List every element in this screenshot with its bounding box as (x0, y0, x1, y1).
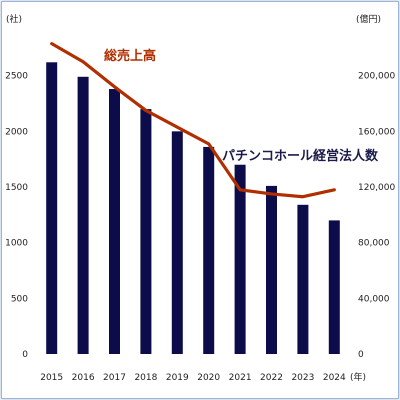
bar-2018 (140, 109, 152, 354)
left-tick-label: 1500 (5, 183, 28, 193)
bar-2019 (171, 131, 183, 354)
x-tick-label: 2018 (134, 373, 157, 383)
x-tick-label: 2023 (291, 373, 314, 383)
x-tick-label: 2022 (260, 373, 283, 383)
x-tick-label: 2024 (323, 373, 346, 383)
x-tick-label: 2021 (229, 373, 252, 383)
bar-2017 (109, 89, 120, 354)
left-tick-label: 2500 (5, 72, 28, 82)
bar-2022 (266, 185, 277, 354)
right-tick-label: 120,000 (358, 183, 395, 193)
left-tick-label: 500 (11, 294, 28, 304)
x-tick-label: 2020 (197, 373, 220, 383)
sales-line (50, 42, 336, 199)
left-tick-label: 1000 (5, 239, 28, 249)
bar-2021 (234, 164, 246, 354)
sales-series-label: 総売上高 (104, 48, 156, 64)
bar-2016 (77, 76, 89, 354)
x-axis: 2015 2016 2017 2018 2019 2020 2021 2022 2023 2024 (40, 373, 346, 383)
left-axis-unit: (社) (6, 13, 22, 25)
x-tick-label: 2019 (166, 373, 189, 383)
x-tick-label: 2016 (72, 373, 95, 383)
bar-2020 (203, 146, 215, 354)
right-axis-unit: (億円) (356, 13, 381, 25)
right-axis: 0 40,000 80,000 120,000 160,000 200,000 (358, 72, 395, 360)
right-tick-label: 80,000 (358, 239, 390, 249)
right-tick-label: 200,000 (358, 72, 395, 82)
left-tick-label: 0 (22, 350, 28, 360)
bar-series (46, 62, 340, 355)
right-tick-label: 160,000 (358, 127, 395, 137)
count-series-label: パチンコホール経営法人数 (222, 148, 379, 164)
right-tick-label: 40,000 (358, 294, 390, 304)
right-tick-label: 0 (358, 350, 364, 360)
x-tick-label: 2015 (40, 373, 63, 383)
line-series (50, 42, 336, 199)
bar-2023 (297, 204, 309, 354)
bar-2015 (46, 62, 58, 355)
bar-2024 (328, 220, 340, 354)
x-axis-unit: (年) (350, 371, 366, 383)
x-tick-label: 2017 (103, 373, 126, 383)
left-tick-label: 2000 (5, 127, 28, 137)
left-axis: 0 500 1000 1500 2000 2500 (5, 72, 28, 360)
